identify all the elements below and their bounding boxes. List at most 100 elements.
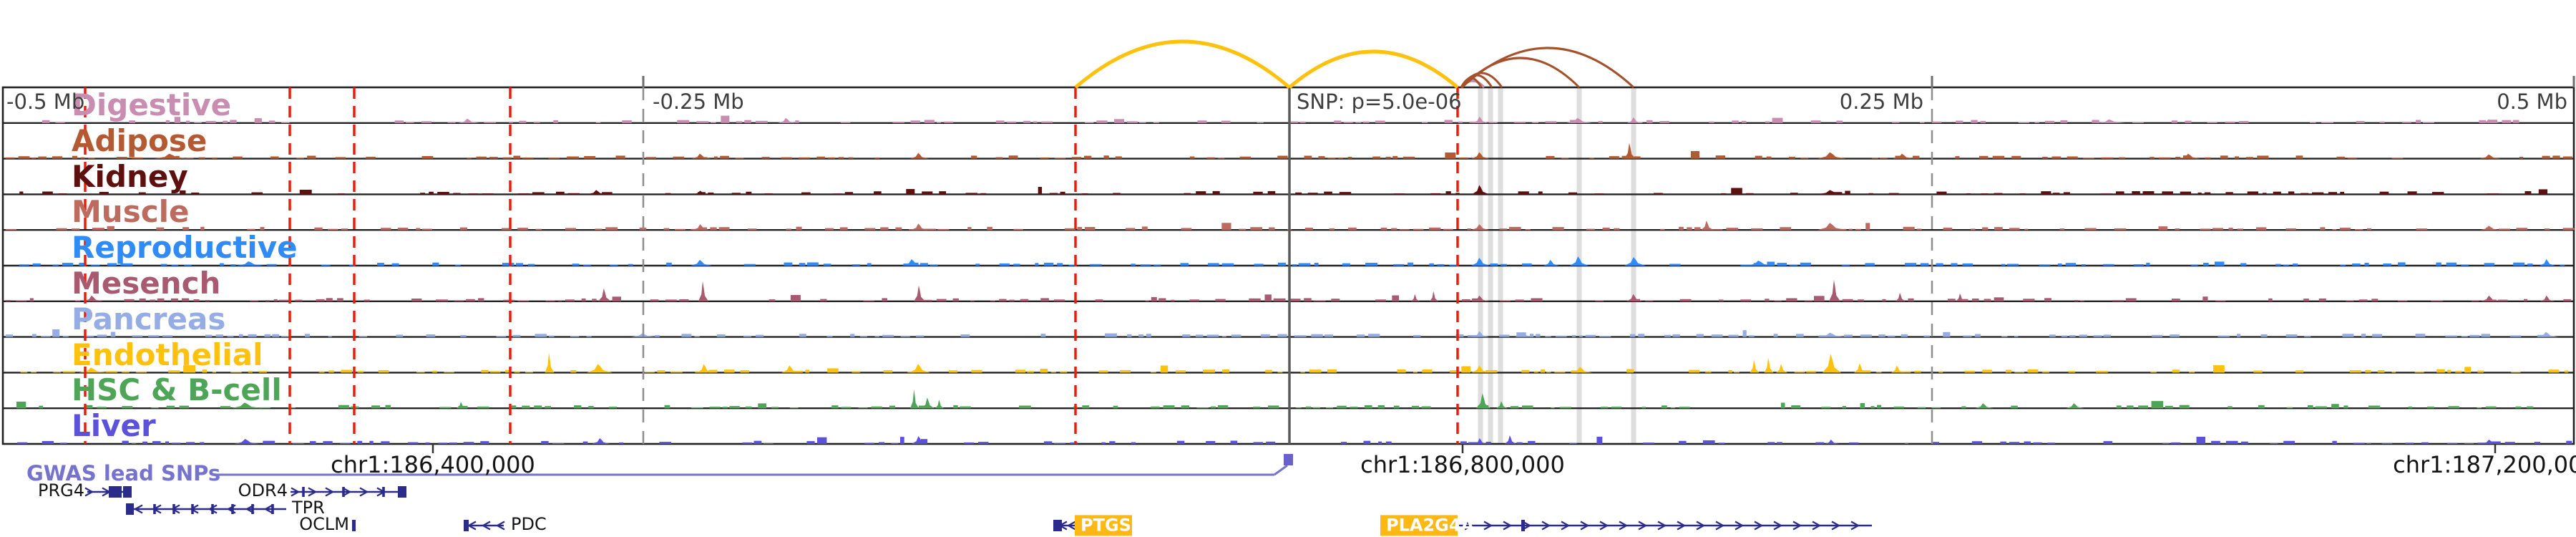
signal-noise bbox=[2312, 192, 2324, 195]
signal-peak bbox=[922, 397, 935, 409]
gene-oclm bbox=[352, 520, 356, 531]
signal-noise bbox=[292, 442, 304, 444]
signal-noise bbox=[1400, 229, 1410, 231]
signal-noise bbox=[666, 262, 672, 266]
signal-noise bbox=[1253, 442, 1263, 444]
signal-noise bbox=[1402, 156, 1415, 159]
signal-noise bbox=[357, 371, 364, 373]
signal-noise bbox=[1994, 297, 2004, 301]
signal-noise bbox=[2051, 156, 2062, 159]
signal-noise bbox=[1780, 402, 1785, 409]
signal-noise bbox=[1745, 193, 1754, 195]
signal-noise bbox=[2490, 441, 2501, 444]
signal-noise bbox=[1393, 405, 1400, 409]
signal-noise bbox=[1870, 406, 1875, 409]
signal-noise bbox=[960, 406, 971, 409]
signal-noise bbox=[1843, 334, 1853, 337]
signal-noise bbox=[2133, 264, 2145, 266]
signal-noise bbox=[2471, 300, 2479, 301]
signal-noise bbox=[265, 300, 270, 301]
signal-noise bbox=[1348, 227, 1357, 231]
signal-noise bbox=[1913, 155, 1920, 159]
signal-noise bbox=[718, 227, 730, 231]
signal-noise bbox=[1804, 300, 1813, 301]
signal-noise bbox=[882, 298, 887, 301]
gene-exon-tick bbox=[251, 504, 254, 514]
signal-noise bbox=[1980, 120, 1986, 123]
signal-noise bbox=[1596, 436, 1603, 444]
signal-noise bbox=[1712, 229, 1723, 231]
signal-noise bbox=[1327, 369, 1337, 373]
signal-noise bbox=[1963, 335, 1972, 337]
signal-noise bbox=[2515, 406, 2522, 409]
signal-noise bbox=[1916, 228, 1922, 231]
signal-noise bbox=[2158, 226, 2168, 231]
signal-noise bbox=[2225, 121, 2235, 123]
signal-noise bbox=[1975, 334, 1981, 337]
signal-noise bbox=[148, 335, 160, 337]
signal-noise bbox=[2318, 298, 2326, 301]
signal-noise bbox=[2487, 193, 2499, 195]
signal-track-mesench bbox=[6, 279, 2572, 301]
signal-noise bbox=[2101, 157, 2114, 159]
signal-noise bbox=[2061, 335, 2068, 337]
signal-noise bbox=[1569, 120, 1576, 123]
signal-noise bbox=[906, 189, 915, 195]
signal-noise bbox=[1072, 157, 1082, 159]
signal-noise bbox=[2039, 264, 2051, 266]
signal-noise bbox=[1019, 405, 1031, 409]
signal-noise bbox=[2421, 442, 2429, 444]
signal-noise bbox=[1445, 153, 1456, 159]
signal-noise bbox=[1160, 365, 1169, 373]
signal-noise bbox=[233, 156, 243, 159]
signal-noise bbox=[328, 228, 338, 231]
signal-noise bbox=[1901, 334, 1908, 337]
signal-noise bbox=[200, 442, 205, 444]
signal-noise bbox=[2112, 300, 2124, 301]
signal-noise bbox=[1364, 405, 1372, 409]
signal-noise bbox=[1715, 155, 1725, 159]
signal-noise bbox=[2027, 369, 2039, 373]
signal-noise bbox=[179, 405, 189, 409]
signal-noise bbox=[1709, 121, 1714, 123]
signal-noise bbox=[2383, 263, 2391, 266]
signal-noise bbox=[1318, 156, 1325, 159]
signal-noise bbox=[1877, 405, 1882, 409]
gene-exon-tick bbox=[302, 487, 305, 497]
signal-noise bbox=[160, 263, 167, 266]
signal-noise bbox=[1239, 156, 1251, 159]
signal-noise bbox=[1375, 299, 1386, 301]
signal-peak bbox=[587, 364, 613, 373]
signal-peak bbox=[1746, 261, 1775, 266]
signal-noise bbox=[1176, 440, 1185, 444]
signal-noise bbox=[874, 335, 879, 337]
signal-peak bbox=[2481, 295, 2499, 301]
signal-noise bbox=[1585, 334, 1596, 337]
strand-chevron bbox=[1831, 521, 1841, 531]
signal-noise bbox=[1773, 334, 1778, 337]
signal-noise bbox=[270, 156, 279, 159]
signal-noise bbox=[1971, 228, 1976, 231]
strand-chevron bbox=[1599, 521, 1609, 531]
signal-peak bbox=[230, 402, 263, 409]
signal-noise bbox=[1020, 299, 1029, 301]
signal-noise bbox=[184, 264, 192, 266]
signal-noise bbox=[16, 401, 26, 409]
signal-noise bbox=[1421, 406, 1431, 409]
signal-noise bbox=[2484, 263, 2495, 266]
signal-noise bbox=[1212, 190, 1220, 195]
signal-noise bbox=[553, 120, 558, 123]
signal-noise bbox=[964, 442, 974, 444]
signal-noise bbox=[318, 371, 325, 373]
signal-noise bbox=[789, 407, 799, 409]
signal-noise bbox=[2349, 370, 2361, 373]
signal-noise bbox=[916, 335, 924, 337]
signal-noise bbox=[2552, 155, 2560, 159]
signal-noise bbox=[1378, 441, 1382, 444]
signal-peak bbox=[912, 436, 927, 444]
gene-exon bbox=[109, 486, 122, 498]
signal-noise bbox=[2407, 191, 2417, 195]
signal-noise bbox=[874, 191, 882, 195]
signal-noise bbox=[1013, 228, 1023, 231]
signal-noise bbox=[496, 336, 507, 337]
